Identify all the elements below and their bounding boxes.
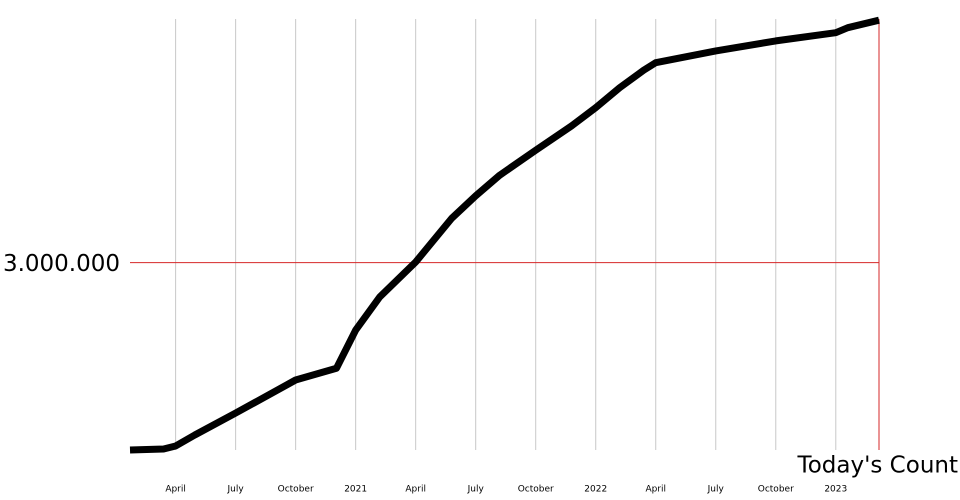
annotation: Today's Count (797, 453, 958, 479)
x-tick-label: April (645, 485, 666, 495)
x-tick-label: July (467, 485, 485, 495)
x-tick-label: 2023 (824, 485, 847, 495)
x-tick-label: October (518, 485, 554, 495)
x-tick-label: 2021 (344, 485, 367, 495)
x-tick-label: April (405, 485, 426, 495)
x-tick-label: 2022 (584, 485, 607, 495)
x-tick-label: October (278, 485, 314, 495)
data-line (129, 16, 880, 454)
x-tick-label: July (707, 485, 725, 495)
x-tick-label: October (758, 485, 794, 495)
x-tick-label: April (165, 485, 186, 495)
y-tick-label: 3.000.000 (3, 251, 120, 277)
x-tick-label: July (227, 485, 245, 495)
